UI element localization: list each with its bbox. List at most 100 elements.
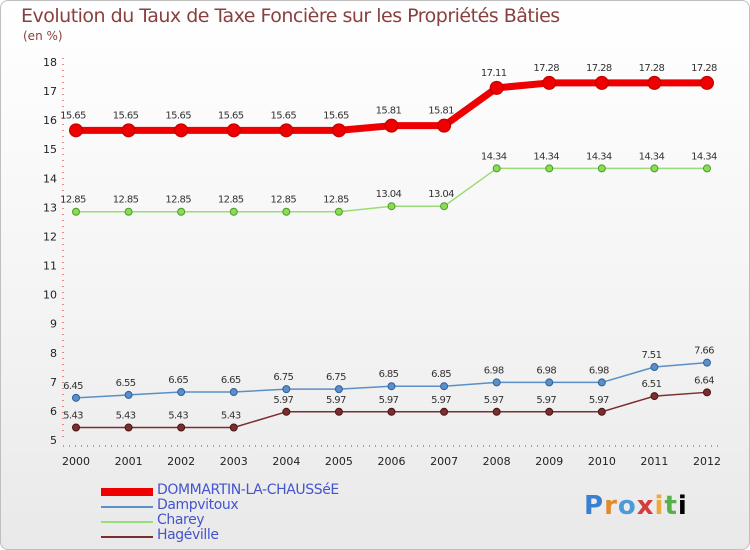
data-point bbox=[387, 407, 396, 416]
data-label: 5.97 bbox=[379, 395, 399, 406]
data-label: 5.97 bbox=[484, 395, 504, 406]
legend-label-dommartin: DOMMARTIN-LA-CHAUSSéE bbox=[157, 482, 339, 498]
data-point bbox=[647, 75, 662, 90]
data-labels: 6.45 6.55 6.65 6.65 6.75 6.75 6.85 6.85 6.98 6.98… bbox=[60, 63, 717, 422]
data-label: 17.28 bbox=[586, 63, 612, 74]
data-label: 5.43 bbox=[221, 410, 241, 421]
data-point bbox=[226, 123, 241, 138]
data-label: 7.51 bbox=[641, 350, 661, 361]
data-point bbox=[440, 202, 449, 211]
data-label: 12.85 bbox=[165, 195, 191, 206]
data-point bbox=[492, 164, 501, 173]
legend-swatch-hageville bbox=[101, 536, 153, 538]
data-label: 15.65 bbox=[60, 110, 86, 121]
data-label: 17.28 bbox=[533, 63, 559, 74]
axes: 5 6 7 8 9 10 11 12 13 14 15 16 17 18 2000 2001 2002 2003 2… bbox=[43, 56, 721, 468]
data-point bbox=[650, 392, 659, 401]
data-point bbox=[387, 202, 396, 211]
x-tick-label: 2009 bbox=[535, 455, 563, 468]
data-point bbox=[440, 407, 449, 416]
data-point bbox=[282, 385, 291, 394]
y-tick-label: 11 bbox=[43, 260, 57, 273]
data-label: 5.43 bbox=[168, 410, 188, 421]
data-label: 7.66 bbox=[694, 346, 714, 357]
data-point bbox=[387, 382, 396, 391]
data-point bbox=[229, 388, 238, 397]
data-label: 13.04 bbox=[376, 189, 402, 200]
data-point bbox=[650, 164, 659, 173]
data-label: 12.85 bbox=[60, 195, 86, 206]
data-label: 6.64 bbox=[694, 375, 714, 386]
legend-swatch-dampvitoux bbox=[101, 506, 153, 508]
data-label: 15.65 bbox=[218, 110, 244, 121]
data-label: 6.55 bbox=[116, 378, 136, 389]
legend-swatch-charey bbox=[101, 521, 153, 523]
y-tick-label: 5 bbox=[50, 434, 57, 447]
data-point bbox=[703, 164, 711, 173]
legend-label-charey: Charey bbox=[157, 512, 205, 528]
legend-label-dampvitoux: Dampvitoux bbox=[157, 497, 239, 513]
data-label: 15.65 bbox=[323, 110, 349, 121]
x-tick-label: 2004 bbox=[272, 455, 300, 468]
x-tick-label: 2005 bbox=[325, 455, 353, 468]
data-point bbox=[124, 390, 133, 399]
y-tick-label: 12 bbox=[43, 230, 57, 243]
x-tick-label: 2010 bbox=[588, 455, 616, 468]
data-label: 5.43 bbox=[116, 410, 136, 421]
data-point bbox=[69, 123, 83, 138]
x-tick-label: 2003 bbox=[220, 455, 248, 468]
legend-label-hageville: Hagéville bbox=[157, 527, 219, 543]
x-tick-label: 2008 bbox=[483, 455, 511, 468]
y-tick-label: 18 bbox=[43, 56, 57, 69]
data-label: 6.85 bbox=[379, 369, 399, 380]
data-point bbox=[542, 75, 557, 90]
y-axis-unit: (en %) bbox=[23, 29, 63, 43]
data-point bbox=[124, 207, 133, 216]
y-tick-label: 14 bbox=[43, 172, 57, 185]
y-tick-label: 13 bbox=[43, 201, 57, 214]
data-label: 15.81 bbox=[376, 106, 402, 117]
data-point bbox=[384, 118, 399, 133]
series-lines bbox=[69, 75, 714, 432]
data-label: 5.97 bbox=[589, 395, 609, 406]
data-point bbox=[334, 407, 343, 416]
data-point bbox=[331, 123, 346, 138]
data-label: 17.28 bbox=[639, 63, 665, 74]
data-point bbox=[492, 378, 501, 387]
data-point bbox=[177, 388, 186, 397]
data-point bbox=[594, 75, 609, 90]
data-label: 14.34 bbox=[533, 151, 559, 162]
data-label: 12.85 bbox=[323, 195, 349, 206]
data-point bbox=[177, 207, 186, 216]
proxiti-logo: Proxiti bbox=[584, 491, 688, 521]
data-point bbox=[597, 378, 606, 387]
x-tick-label: 2007 bbox=[430, 455, 458, 468]
data-label: 6.75 bbox=[326, 372, 346, 383]
data-label: 6.65 bbox=[221, 375, 241, 386]
data-label: 12.85 bbox=[271, 195, 297, 206]
y-tick-label: 10 bbox=[43, 289, 57, 302]
data-label: 6.98 bbox=[589, 365, 609, 376]
x-tick-label: 2001 bbox=[115, 455, 143, 468]
data-point bbox=[597, 407, 606, 416]
data-point bbox=[177, 423, 186, 432]
data-point bbox=[72, 423, 80, 432]
data-label: 14.34 bbox=[691, 151, 717, 162]
data-label: 6.98 bbox=[484, 365, 504, 376]
data-label: 5.43 bbox=[63, 410, 83, 421]
data-point bbox=[174, 123, 189, 138]
data-label: 15.81 bbox=[428, 106, 454, 117]
data-label: 15.65 bbox=[113, 110, 139, 121]
data-label: 13.04 bbox=[428, 189, 454, 200]
data-label: 6.51 bbox=[641, 379, 661, 390]
data-point bbox=[72, 207, 80, 216]
data-point bbox=[700, 75, 714, 90]
data-label: 6.98 bbox=[536, 365, 556, 376]
data-label: 15.65 bbox=[271, 110, 297, 121]
y-tick-label: 7 bbox=[50, 376, 57, 389]
data-point bbox=[279, 123, 294, 138]
data-point bbox=[440, 382, 449, 391]
data-point bbox=[282, 207, 291, 216]
data-point bbox=[597, 164, 606, 173]
